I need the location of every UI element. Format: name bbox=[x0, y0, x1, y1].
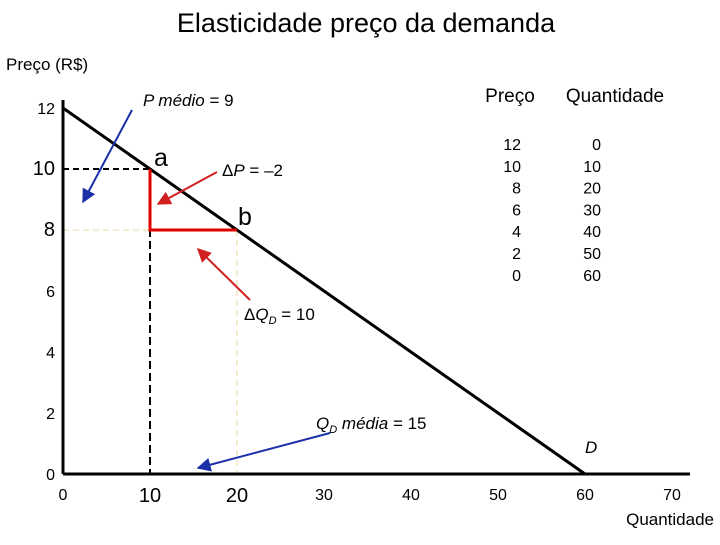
chart-title: Elasticidade preço da demanda bbox=[177, 8, 556, 38]
y-axis-label: Preço (R$) bbox=[6, 55, 88, 74]
table-cell-quantidade: 20 bbox=[583, 181, 601, 198]
x-axis-label: Quantidade bbox=[626, 510, 714, 529]
p-medio-arrow bbox=[82, 109, 133, 204]
annotation-delta-q: ΔQD = 10 bbox=[244, 305, 315, 327]
y-tick-label: 4 bbox=[46, 345, 55, 362]
y-tick-labels: 0 2 4 6 8 10 12 bbox=[33, 101, 55, 484]
table-cell-preco: 6 bbox=[512, 202, 521, 219]
axes bbox=[61, 100, 690, 476]
y-tick-label: 12 bbox=[37, 101, 55, 118]
table-cell-preco: 12 bbox=[503, 137, 521, 154]
delta-triangle bbox=[148, 169, 237, 232]
annotation-arrows bbox=[82, 109, 331, 472]
table-cell-quantidade: 0 bbox=[592, 137, 601, 154]
annotation-qd-media: QD média = 15 bbox=[316, 414, 427, 436]
table-cell-preco: 0 bbox=[512, 268, 521, 285]
table-cell-preco: 2 bbox=[512, 246, 521, 263]
x-tick-labels: 0 10 20 30 40 50 60 70 bbox=[59, 485, 681, 507]
annotation-delta-p: ΔP = –2 bbox=[222, 161, 283, 180]
table-header-quantidade: Quantidade bbox=[566, 86, 664, 107]
y-tick-label: 8 bbox=[44, 219, 55, 241]
y-tick-label: 2 bbox=[46, 406, 55, 423]
x-tick-label: 40 bbox=[402, 487, 420, 504]
y-tick-label: 6 bbox=[46, 284, 55, 301]
point-label-a: a bbox=[154, 144, 168, 172]
y-tick-label: 0 bbox=[46, 467, 55, 484]
table-cell-quantidade: 30 bbox=[583, 202, 601, 219]
x-tick-label: 50 bbox=[489, 487, 507, 504]
table-cell-preco: 10 bbox=[503, 159, 521, 176]
x-tick-label: 30 bbox=[315, 487, 333, 504]
table-cell-quantidade: 50 bbox=[583, 246, 601, 263]
delta-triangle-legs bbox=[148, 169, 237, 232]
delta-p-arrow bbox=[156, 171, 218, 205]
table-cell-quantidade: 10 bbox=[583, 159, 601, 176]
x-tick-label: 0 bbox=[59, 487, 68, 504]
table-cell-preco: 4 bbox=[512, 224, 521, 241]
table-header-preco: Preço bbox=[485, 86, 535, 107]
x-tick-label: 20 bbox=[226, 485, 248, 507]
point-label-b: b bbox=[238, 203, 252, 231]
delta-q-arrow bbox=[197, 248, 251, 301]
table-cell-preco: 8 bbox=[512, 181, 521, 198]
table-cell-quantidade: 40 bbox=[583, 224, 601, 241]
series-label-d: D bbox=[585, 438, 597, 457]
annotation-p-medio: P médio = 9 bbox=[143, 91, 234, 110]
x-tick-label: 70 bbox=[663, 487, 681, 504]
x-tick-label: 10 bbox=[139, 485, 161, 507]
table-cell-quantidade: 60 bbox=[583, 268, 601, 285]
qd-media-arrow bbox=[196, 432, 331, 472]
y-tick-label: 10 bbox=[33, 158, 55, 180]
price-quantity-table: Preço Quantidade 12 0 10 10 8 20 6 30 4 40 2 50 0 60 bbox=[485, 86, 664, 285]
x-tick-label: 60 bbox=[576, 487, 594, 504]
